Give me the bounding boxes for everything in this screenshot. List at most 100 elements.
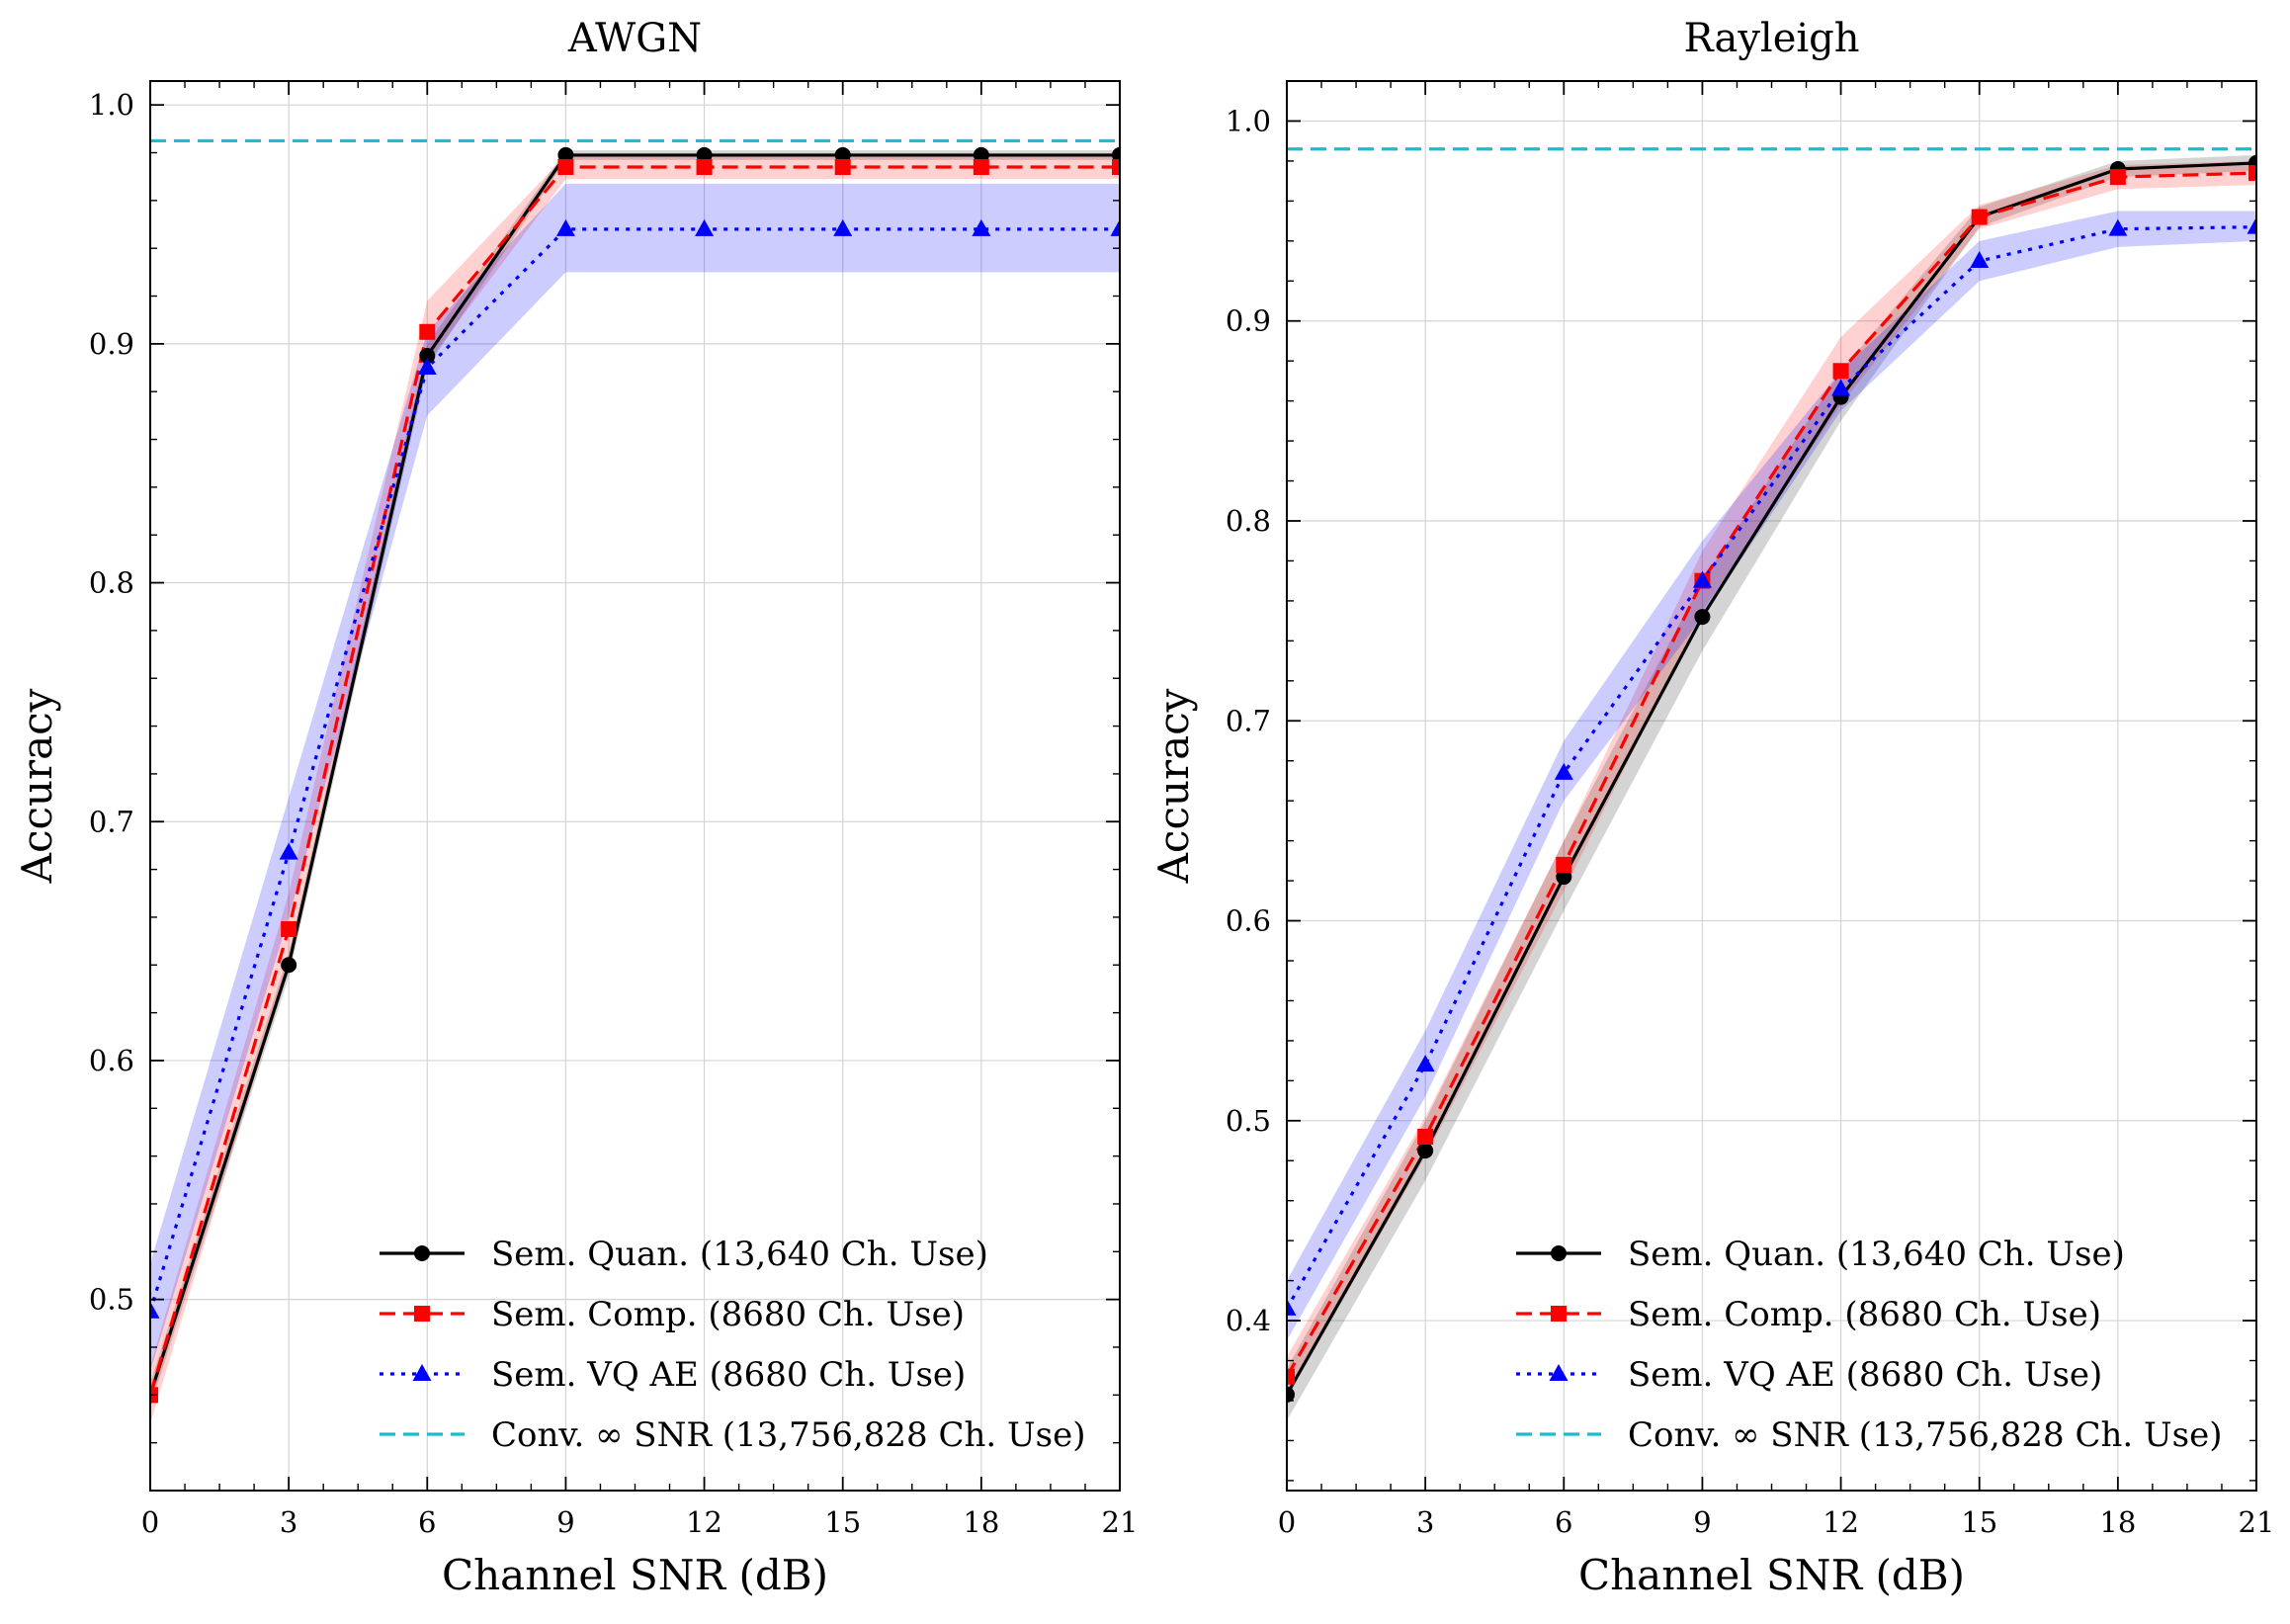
data-point [555,218,575,236]
series-markers-3 [1287,216,2256,1316]
y-tick-label: 0.7 [1226,704,1271,737]
legend-label: Sem. Comp. (8680 Ch. Use) [1628,1295,2101,1334]
legend-item-2: Sem. Comp. (8680 Ch. Use) [1516,1295,2101,1334]
plot-area [150,138,1120,1424]
legend-swatch-marker [414,1306,430,1322]
data-point [1417,1128,1434,1145]
x-tick-label: 6 [1555,1505,1572,1539]
data-point [695,218,715,236]
series-line-2 [1287,171,2256,1378]
data-point [2108,218,2128,236]
legend-item-3: Sem. VQ AE (8680 Ch. Use) [380,1355,966,1395]
x-tick-label: 9 [1693,1505,1711,1539]
data-point [1287,1368,1295,1385]
data-point [417,358,437,376]
data-point [150,1301,160,1319]
y-tick-label: 0.5 [89,1283,134,1317]
data-point [2247,216,2256,234]
legend-label: Sem. VQ AE (8680 Ch. Use) [1628,1355,2102,1395]
legend-item-1: Sem. Quan. (13,640 Ch. Use) [380,1235,988,1274]
data-point [1970,251,1990,269]
data-point [834,159,851,176]
ticks [149,81,1121,1491]
data-point [419,347,436,364]
data-point [1112,159,1120,176]
y-tick-label: 1.0 [89,88,134,122]
data-point [833,218,853,236]
data-point [1287,1298,1297,1316]
x-tick-label: 0 [1278,1505,1296,1539]
x-tick-label: 18 [2099,1505,2136,1539]
data-point [419,323,436,340]
y-tick-label: 0.5 [1226,1104,1271,1138]
data-point [834,146,851,163]
data-point [1694,609,1711,626]
data-point [1971,209,1988,225]
chart-panel-2: 0 3 6 9 12 15 18 21 0.4 0.5 0.6 0.7 0.8 0.9 1.0 Rayleig… [1149,16,2274,1599]
data-point [1831,379,1851,396]
data-point [1112,146,1120,163]
y-axis-label: Accuracy [1149,688,1198,884]
x-tick-label: 12 [686,1505,722,1539]
data-point [281,921,297,938]
legend-label: Sem. Quan. (13,640 Ch. Use) [1628,1235,2125,1274]
x-tick-label: 21 [1102,1505,1139,1539]
legend-swatch-marker [412,1364,432,1381]
legend-label: Sem. Quan. (13,640 Ch. Use) [491,1235,988,1274]
legend-swatch-marker [414,1245,430,1261]
data-point [1110,218,1120,236]
legend-label: Conv. ∞ SNR (13,756,828 Ch. Use) [1628,1415,2223,1455]
y-tick-label: 0.8 [1226,504,1271,538]
data-point [973,146,989,163]
legend-item-4: Conv. ∞ SNR (13,756,828 Ch. Use) [380,1415,1086,1455]
legend-label: Sem. VQ AE (8680 Ch. Use) [491,1355,966,1395]
y-tick-label: 0.6 [89,1044,134,1077]
data-point [1556,869,1572,886]
x-tick-label: 0 [141,1505,159,1539]
series-markers-1 [150,146,1120,1404]
legend-label: Sem. Comp. (8680 Ch. Use) [491,1295,965,1334]
chart-title: AWGN [567,16,702,61]
legend: Sem. Quan. (13,640 Ch. Use) Sem. Comp. (8… [380,1235,1086,1455]
data-point [696,146,713,163]
chart-title: Rayleigh [1683,16,1859,61]
data-point [1832,363,1849,380]
data-point [1692,570,1712,588]
ticks [1286,81,2257,1491]
legend-item-4: Conv. ∞ SNR (13,756,828 Ch. Use) [1516,1415,2223,1455]
x-tick-label: 21 [2239,1505,2275,1539]
series-line-3 [1287,225,2256,1310]
data-point [1554,762,1573,780]
y-axis-label: Accuracy [13,688,61,884]
plot-area [1287,147,2256,1421]
data-point [281,957,297,974]
y-tick-label: 0.4 [1226,1304,1271,1337]
data-point [2109,169,2126,186]
series-line-2 [150,165,1120,1396]
legend-label: Conv. ∞ SNR (13,756,828 Ch. Use) [491,1415,1086,1455]
chart-panel-1: 0 3 6 9 12 15 18 21 0.5 0.6 0.7 0.8 0.9 1.0 AWGN Channe… [13,16,1138,1599]
y-tick-label: 0.6 [1226,904,1271,938]
y-tick-label: 0.8 [89,566,134,600]
series-line-1 [1287,161,2256,1396]
series-markers-3 [150,218,1120,1319]
legend-swatch-marker [1549,1364,1569,1381]
data-point [696,159,713,176]
data-point [279,842,298,860]
x-tick-label: 6 [418,1505,436,1539]
data-point [1556,856,1572,873]
legend-swatch-marker [1551,1245,1567,1261]
data-point [1417,1143,1434,1159]
y-tick-label: 0.9 [1226,304,1271,338]
x-tick-label: 9 [556,1505,574,1539]
data-point [557,159,574,176]
x-tick-label: 15 [1961,1505,1997,1539]
data-point [1287,1386,1295,1403]
data-point [2248,165,2256,182]
legend-item-3: Sem. VQ AE (8680 Ch. Use) [1516,1355,2102,1395]
data-point [972,218,991,236]
x-tick-label: 18 [963,1505,999,1539]
confidence-band-3 [150,183,1120,1372]
